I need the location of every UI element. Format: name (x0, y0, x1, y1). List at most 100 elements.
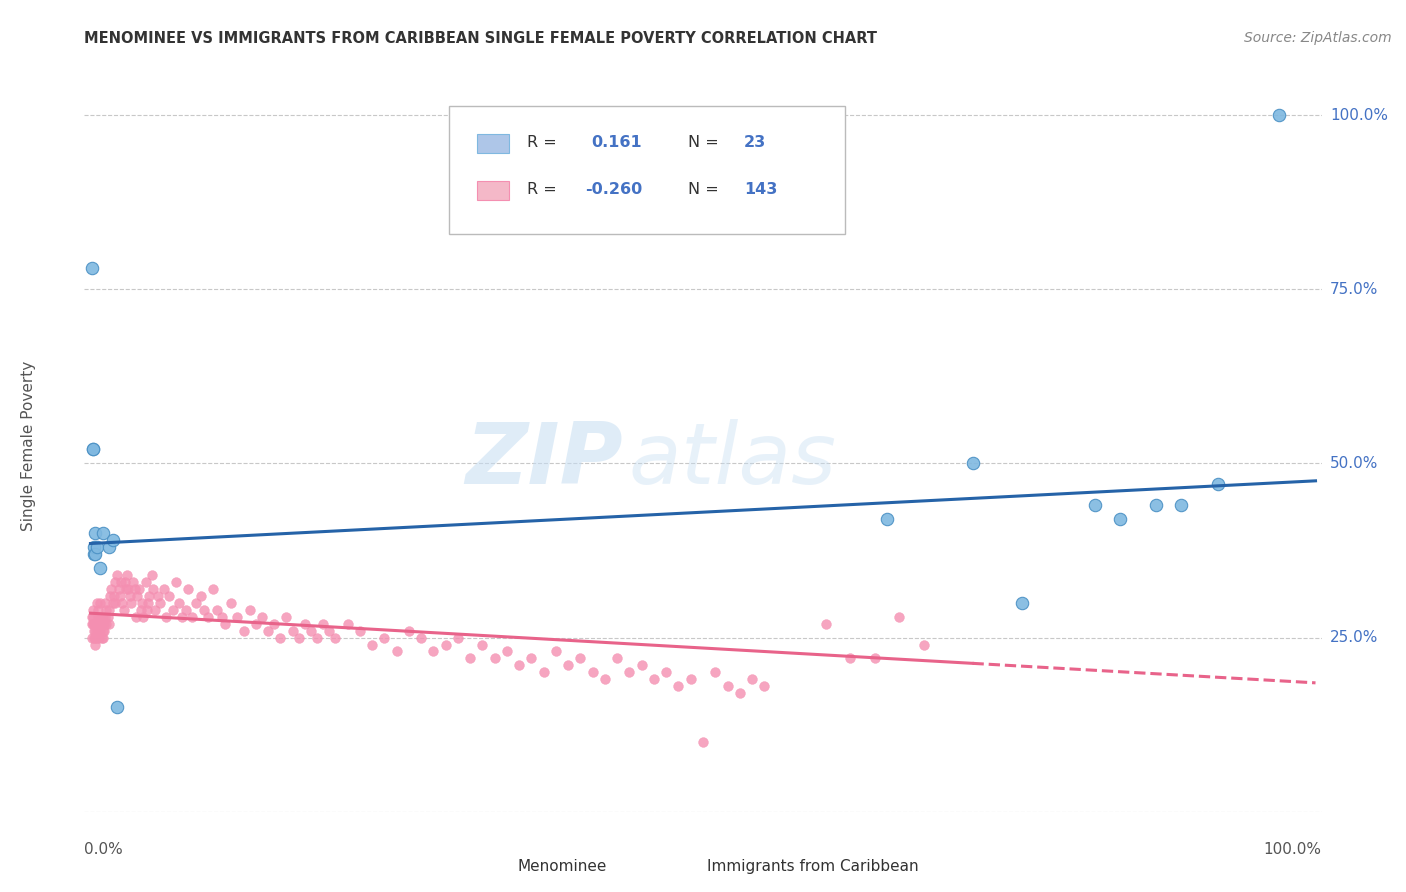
Point (226, 609, 249, 624)
Point (149, 596, 172, 610)
Point (84, 547, 107, 561)
Point (128, 582, 150, 596)
Point (89, 596, 111, 610)
Point (232, 624, 254, 638)
Point (115, 567, 138, 582)
Point (294, 616, 316, 631)
Text: R =: R = (527, 183, 557, 197)
Point (155, 609, 177, 624)
Point (385, 644, 408, 658)
Point (107, 567, 129, 582)
Point (544, 644, 567, 658)
Point (82, 442, 104, 457)
Point (630, 658, 652, 673)
Point (281, 624, 304, 638)
Point (197, 609, 219, 624)
Point (90, 616, 112, 631)
Point (124, 582, 146, 596)
Point (172, 609, 194, 624)
Text: 0.0%: 0.0% (84, 842, 124, 857)
Text: N =: N = (688, 135, 718, 150)
Point (276, 609, 298, 624)
Point (557, 658, 579, 673)
FancyBboxPatch shape (474, 858, 509, 875)
Point (93, 624, 115, 638)
Point (167, 596, 190, 610)
Point (91, 526, 114, 541)
Point (876, 512, 898, 526)
Point (221, 596, 243, 610)
Point (138, 589, 160, 603)
Point (87, 616, 110, 631)
Point (325, 631, 347, 645)
Point (115, 582, 138, 596)
Point (655, 665, 678, 680)
Point (83, 631, 105, 645)
Point (101, 596, 124, 610)
Point (89, 624, 111, 638)
Point (122, 574, 145, 589)
Point (520, 651, 543, 665)
Text: Menominee: Menominee (517, 859, 607, 874)
Point (174, 603, 197, 617)
Point (101, 533, 124, 547)
Point (135, 603, 157, 617)
Point (814, 616, 837, 631)
Point (307, 631, 329, 645)
Point (93, 616, 115, 631)
Text: 50.0%: 50.0% (1330, 456, 1378, 471)
Point (118, 589, 141, 603)
Point (165, 574, 187, 589)
Point (434, 638, 457, 652)
Point (257, 624, 280, 638)
Point (136, 596, 159, 610)
Point (97, 603, 120, 617)
Text: 25.0%: 25.0% (1330, 630, 1378, 645)
Point (107, 582, 129, 596)
Point (496, 644, 519, 658)
Point (447, 631, 470, 645)
Point (716, 679, 738, 693)
Point (132, 609, 155, 624)
Point (887, 609, 910, 624)
Point (508, 658, 530, 673)
Text: R =: R = (527, 135, 557, 150)
Point (82, 442, 104, 457)
Point (484, 651, 506, 665)
Point (86, 624, 108, 638)
Point (86, 540, 108, 554)
Point (96, 616, 118, 631)
FancyBboxPatch shape (450, 106, 845, 234)
Point (619, 665, 641, 680)
Point (83, 540, 105, 554)
Point (84, 631, 107, 645)
Point (741, 673, 763, 687)
Point (214, 616, 236, 631)
Point (142, 582, 165, 596)
Text: 100.0%: 100.0% (1330, 108, 1388, 122)
Point (1268, 108, 1291, 122)
Text: 143: 143 (744, 183, 778, 197)
Point (84, 624, 107, 638)
Point (86, 616, 108, 631)
Point (201, 582, 224, 596)
Point (89, 609, 111, 624)
Point (125, 589, 148, 603)
Point (107, 700, 129, 714)
Point (422, 644, 444, 658)
Point (912, 638, 935, 652)
Point (97, 540, 120, 554)
Point (287, 631, 309, 645)
Point (373, 631, 395, 645)
Point (83, 616, 105, 631)
Point (86, 631, 108, 645)
Point (87, 624, 110, 638)
Point (100, 582, 122, 596)
Point (1084, 498, 1107, 512)
Point (193, 603, 215, 617)
Point (112, 603, 135, 617)
Point (82, 603, 104, 617)
Point (863, 651, 886, 665)
Point (177, 582, 200, 596)
Point (110, 574, 132, 589)
